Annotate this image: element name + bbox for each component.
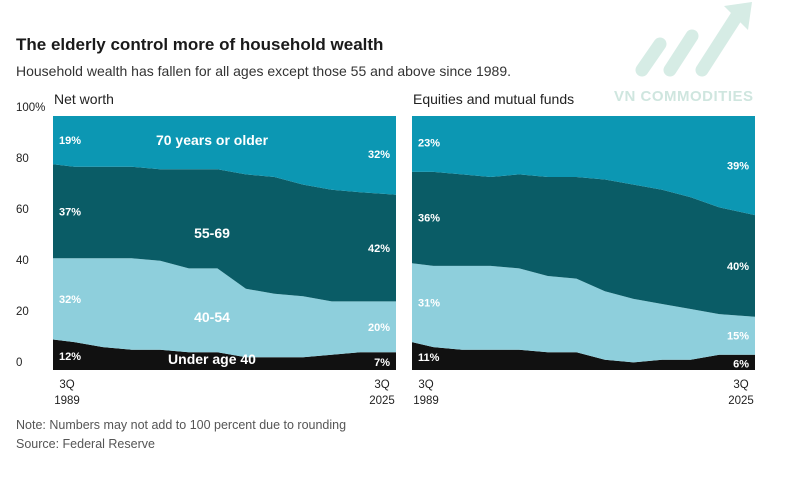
area-equities-1 <box>412 263 755 363</box>
area-equities-3 <box>412 116 755 216</box>
chart-subtitle: Household wealth has fallen for all ages… <box>16 63 512 79</box>
area-networth-0 <box>53 339 396 370</box>
label-end-0-0: 7% <box>374 357 390 369</box>
x-tick-1-0-q: 3Q <box>418 379 433 391</box>
x-tick-0-1-year: 2025 <box>369 395 395 407</box>
y-tick-4: 80 <box>16 153 29 165</box>
arrow-up-chart-logo-icon <box>635 2 752 77</box>
area-networth-3 <box>53 116 396 195</box>
y-tick-5: 100% <box>16 102 45 114</box>
label-start-1-3: 23% <box>418 138 440 150</box>
x-tick-1-0-year: 1989 <box>413 395 439 407</box>
panel-title-1: Equities and mutual funds <box>413 91 574 107</box>
chart-title: The elderly control more of household we… <box>16 35 384 54</box>
chart-source: Source: Federal Reserve <box>16 437 155 451</box>
x-tick-0-0-q: 3Q <box>59 379 74 391</box>
label-start-0-1: 32% <box>59 294 81 306</box>
label-start-0-2: 37% <box>59 206 81 218</box>
label-end-0-2: 42% <box>368 243 390 255</box>
watermark-text: VN COMMODITIES <box>614 88 754 105</box>
series-name-3: 70 years or older <box>156 132 269 148</box>
y-tick-2: 40 <box>16 255 29 267</box>
label-start-1-0: 11% <box>418 352 440 364</box>
series-name-2: 55-69 <box>194 225 230 241</box>
y-tick-1: 20 <box>16 306 29 318</box>
label-start-0-0: 12% <box>59 351 81 363</box>
area-networth-1 <box>53 258 396 358</box>
area-networth-2 <box>53 164 396 302</box>
panel-title-0: Net worth <box>54 91 114 107</box>
label-start-0-3: 19% <box>59 135 81 147</box>
series-name-1: 40-54 <box>194 309 230 325</box>
x-tick-0-0-year: 1989 <box>54 395 80 407</box>
area-equities-0 <box>412 342 755 370</box>
x-tick-1-1-q: 3Q <box>733 379 748 391</box>
y-tick-0: 0 <box>16 357 22 369</box>
y-tick-3: 60 <box>16 204 29 216</box>
label-start-1-2: 36% <box>418 213 440 225</box>
series-name-0: Under age 40 <box>168 351 256 367</box>
label-end-1-2: 40% <box>727 261 749 273</box>
label-end-0-3: 32% <box>368 149 390 161</box>
label-start-1-1: 31% <box>418 298 440 310</box>
label-end-0-1: 20% <box>368 322 390 334</box>
label-end-1-3: 39% <box>727 161 749 173</box>
label-end-1-1: 15% <box>727 331 749 343</box>
label-end-1-0: 6% <box>733 358 749 370</box>
area-equities-2 <box>412 171 755 317</box>
x-tick-0-1-q: 3Q <box>374 379 389 391</box>
chart-note: Note: Numbers may not add to 100 percent… <box>16 418 347 432</box>
x-tick-1-1-year: 2025 <box>728 395 754 407</box>
